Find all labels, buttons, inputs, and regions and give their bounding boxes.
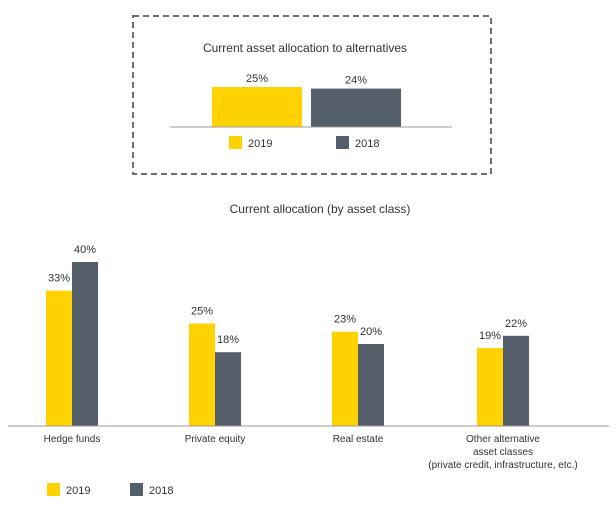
dashed-frame [132, 15, 492, 175]
bar-label-1-2019: 25% [191, 306, 213, 318]
category-label-0-0: Hedge funds [44, 434, 101, 445]
top-chart: Current asset allocation to alternatives… [132, 15, 492, 175]
bar-label-2-2019: 23% [334, 314, 356, 326]
bar-2-2019 [332, 331, 358, 426]
top-bar-label-2018: 24% [345, 75, 367, 87]
top-legend-swatch-2018 [336, 136, 349, 149]
bar-label-2-2018: 20% [360, 326, 382, 338]
top-chart-title: Current asset allocation to alternatives [203, 41, 407, 55]
bar-1-2018 [215, 352, 241, 426]
bottom-legend-label-2019: 2019 [66, 485, 90, 497]
bottom-legend-swatch-2019 [47, 483, 60, 496]
top-legend-swatch-2019 [229, 136, 242, 149]
bottom-legend-swatch-2018 [130, 483, 143, 496]
category-label-1-0: Private equity [185, 434, 246, 445]
bar-0-2018 [72, 262, 98, 426]
bar-label-3-2019: 19% [479, 330, 501, 342]
top-bar-label-2019: 25% [246, 73, 268, 85]
bar-2-2018 [358, 344, 384, 426]
bottom-bars: 33% 40% 25% 18% 23% 20% 19% 22% [46, 244, 529, 426]
bar-label-1-2018: 18% [217, 334, 239, 346]
top-bars: 25% 24% [212, 73, 401, 127]
bar-label-0-2018: 40% [74, 244, 96, 256]
bar-3-2018 [503, 335, 529, 426]
category-label-3-0: Other alternative [466, 434, 540, 445]
top-legend: 2019 2018 [229, 136, 379, 150]
category-label-3-2: (private credit, infrastructure, etc.) [428, 460, 578, 471]
bar-1-2019 [189, 323, 215, 426]
bottom-legend: 2019 2018 [47, 483, 173, 497]
bar-0-2019 [46, 290, 72, 426]
category-label-2-0: Real estate [333, 434, 384, 445]
bar-3-2019 [477, 348, 503, 426]
top-legend-label-2018: 2018 [355, 138, 379, 150]
bottom-legend-label-2018: 2018 [149, 485, 173, 497]
category-label-3-1: asset classes [473, 447, 533, 458]
top-legend-label-2019: 2019 [248, 138, 272, 150]
top-bar-2019 [212, 87, 302, 127]
bottom-category-labels: Hedge funds Private equity Real estate Othe… [44, 434, 578, 471]
top-bar-2018 [311, 88, 401, 127]
bar-label-0-2019: 33% [48, 273, 70, 285]
bar-label-3-2018: 22% [505, 318, 527, 330]
bottom-chart: Current allocation (by asset class) 33% 4… [8, 202, 609, 497]
bottom-chart-title: Current allocation (by asset class) [230, 202, 411, 216]
